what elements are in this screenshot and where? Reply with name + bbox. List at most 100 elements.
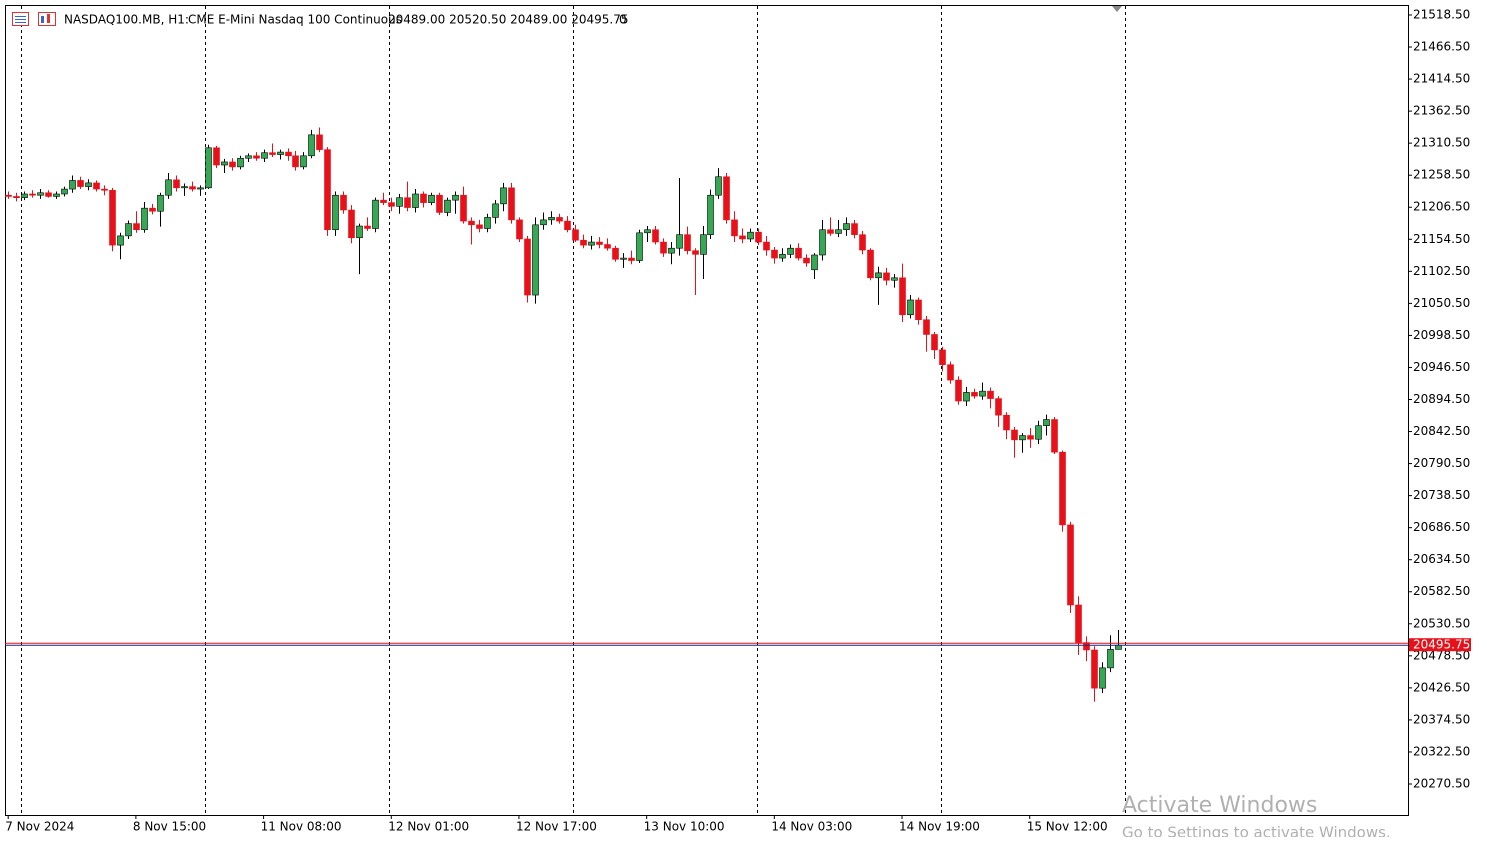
candle-body <box>636 232 643 261</box>
candle-body <box>875 272 882 279</box>
candle-body <box>707 194 714 235</box>
candle-body <box>1099 667 1106 689</box>
candle-body <box>269 152 276 155</box>
candle-body <box>189 186 196 190</box>
candle-body <box>540 219 547 226</box>
candle-body <box>468 220 475 226</box>
header-ohlc: 20489.00 20520.50 20489.00 20495.75 <box>388 13 628 27</box>
candle-body <box>907 299 914 316</box>
candle-body <box>508 187 515 221</box>
description: CME E-Mini Nasdaq 100 Continuous <box>188 13 402 27</box>
candle-body <box>277 151 284 155</box>
candle-body <box>348 209 355 239</box>
y-tick-label: 21362.50 <box>1413 104 1470 118</box>
candle-body <box>253 155 260 159</box>
icon <box>41 16 44 23</box>
candle-body <box>580 239 587 246</box>
x-tick-label: 14 Nov 03:00 <box>771 820 852 834</box>
price-label: 20495.75 <box>1413 638 1470 652</box>
candle-body <box>460 194 467 222</box>
candle-body <box>85 182 92 187</box>
candle-body <box>452 194 459 201</box>
candle-body <box>109 189 116 246</box>
candle-body <box>979 390 986 397</box>
candle-body <box>1043 419 1050 426</box>
candle-body <box>61 188 68 195</box>
y-tick-label: 20582.50 <box>1413 584 1470 598</box>
candle-body <box>883 272 890 281</box>
candle-body <box>516 219 523 240</box>
candle-body <box>668 247 675 254</box>
x-tick-label: 14 Nov 19:00 <box>899 820 980 834</box>
candle-body <box>21 193 28 198</box>
candle-body <box>1107 649 1114 669</box>
y-tick-label: 20686.50 <box>1413 520 1470 534</box>
candle-body <box>548 217 555 221</box>
x-tick-label: 8 Nov 15:00 <box>133 820 206 834</box>
candle-body <box>835 229 842 234</box>
candle-body <box>811 254 818 271</box>
price-tag <box>1409 638 1471 652</box>
candle-body <box>476 224 483 229</box>
candle-body <box>492 203 499 218</box>
candle-body <box>843 223 850 231</box>
candle-body <box>436 194 443 213</box>
vertical-grid <box>21 6 1126 815</box>
candle-body <box>444 199 451 213</box>
x-tick-label: 12 Nov 17:00 <box>516 820 597 834</box>
y-tick-label: 20634.50 <box>1413 552 1470 566</box>
candle-body <box>1035 425 1042 440</box>
y-tick-label: 20998.50 <box>1413 328 1470 342</box>
header-icons <box>12 12 56 26</box>
candle-body <box>612 247 619 260</box>
candle-body <box>915 299 922 320</box>
candle-body <box>1075 604 1082 643</box>
y-tick-label: 20426.50 <box>1413 680 1470 694</box>
candle-body <box>971 392 978 397</box>
candle-body <box>723 176 730 221</box>
header-volume: 0 <box>619 13 627 27</box>
y-tick-label: 21414.50 <box>1413 72 1470 86</box>
candle-body <box>771 249 778 259</box>
candle-body <box>652 229 659 243</box>
shift-marker <box>1112 6 1122 12</box>
candle-body <box>388 202 395 207</box>
candle-body <box>1083 642 1090 651</box>
candle-body <box>229 161 236 168</box>
candle-body <box>1027 435 1034 440</box>
candle-body <box>53 193 60 197</box>
candle-body <box>332 194 339 231</box>
y-tick-label: 21102.50 <box>1413 264 1470 278</box>
candle-body <box>891 277 898 281</box>
candle-body <box>715 176 722 196</box>
candle-body <box>181 186 188 189</box>
candle-body <box>197 187 204 190</box>
candle-body <box>165 179 172 196</box>
candle-body <box>45 192 52 197</box>
candle-body <box>149 207 156 212</box>
x-tick-label: 15 Nov 12:00 <box>1027 820 1108 834</box>
candle-body <box>660 241 667 254</box>
candle-body <box>308 134 315 157</box>
candle-body <box>404 197 411 208</box>
y-tick-label: 20946.50 <box>1413 360 1470 374</box>
y-tick-label: 20842.50 <box>1413 424 1470 438</box>
candle-body <box>684 234 691 251</box>
candle-body <box>779 254 786 259</box>
plot-frame <box>5 5 1409 816</box>
candle-body <box>245 155 252 159</box>
candle-body <box>285 151 292 157</box>
candle-body <box>157 194 164 212</box>
candle-body <box>133 223 140 231</box>
y-tick-label: 20374.50 <box>1413 712 1470 726</box>
y-tick-label: 20894.50 <box>1413 392 1470 406</box>
candle-body <box>396 197 403 207</box>
candle-body <box>5 194 12 197</box>
x-tick-label: 12 Nov 01:00 <box>388 820 469 834</box>
candle-body <box>644 229 651 234</box>
candle-body <box>899 277 906 316</box>
candle-body <box>205 147 212 189</box>
candle-body <box>763 241 770 251</box>
candle-body <box>532 224 539 296</box>
candle-body <box>125 223 132 237</box>
